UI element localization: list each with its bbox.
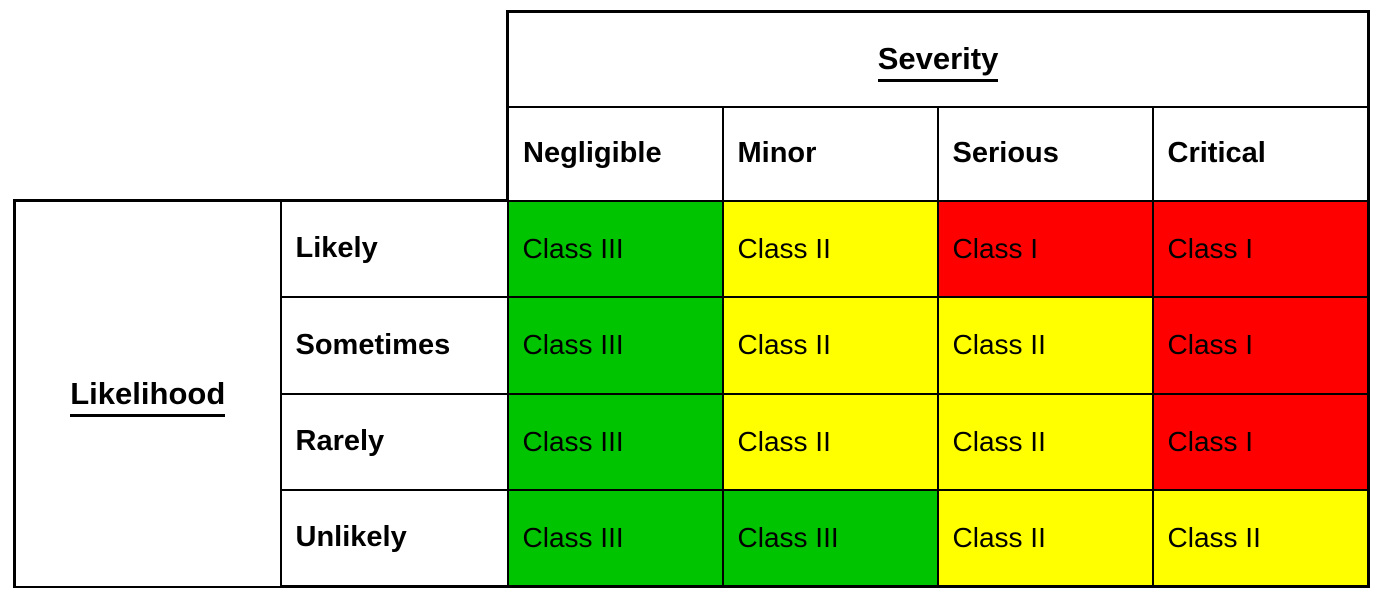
cell-unlikely-serious: Class II xyxy=(936,488,1154,588)
row-label-unlikely-text: Unlikely xyxy=(295,521,407,554)
header-serious-label: Serious xyxy=(952,137,1059,169)
severity-header-row: Negligible Minor Serious Critical xyxy=(15,105,1371,202)
cell-unlikely-negligible: Class III xyxy=(506,488,724,588)
likelihood-title: Likelihood xyxy=(70,375,226,417)
row-label-sometimes-text: Sometimes xyxy=(295,328,451,361)
row-unlikely: Unlikely Class III Class III Class II Cl… xyxy=(15,488,1371,588)
row-label-likely: Likely xyxy=(279,199,509,298)
cell-rarely-negligible: Class III xyxy=(506,392,724,491)
header-negligible: Negligible xyxy=(506,105,724,202)
cell-unlikely-minor: Class III xyxy=(721,488,939,588)
row-label-sometimes: Sometimes xyxy=(279,295,509,395)
cell-likely-negligible: Class III xyxy=(506,199,724,298)
header-negligible-label: Negligible xyxy=(523,137,662,169)
row-label-unlikely: Unlikely xyxy=(279,488,509,588)
row-sometimes: Sometimes Class III Class II Class II Cl… xyxy=(15,295,1371,395)
cell-sometimes-serious: Class II xyxy=(936,295,1154,395)
header-critical: Critical xyxy=(1151,105,1371,202)
likelihood-title-cell: Likelihood xyxy=(13,199,282,588)
cell-sometimes-negligible: Class III xyxy=(506,295,724,395)
cell-unlikely-critical: Class II xyxy=(1151,488,1371,588)
cell-rarely-serious: Class II xyxy=(936,392,1154,491)
risk-matrix-table: Severity Negligible Minor Serious Critic… xyxy=(13,10,1371,588)
cell-rarely-minor: Class II xyxy=(721,392,939,491)
header-serious: Serious xyxy=(936,105,1154,202)
cell-likely-critical: Class I xyxy=(1151,199,1371,298)
row-label-rarely-text: Rarely xyxy=(295,425,385,457)
cell-sometimes-critical: Class I xyxy=(1151,295,1371,395)
header-critical-label: Critical xyxy=(1167,137,1266,169)
severity-title-row: Severity xyxy=(15,10,1371,108)
row-label-rarely: Rarely xyxy=(279,392,509,491)
spacer-cell xyxy=(15,107,508,201)
cell-likely-serious: Class I xyxy=(936,199,1154,298)
severity-title-cell: Severity xyxy=(505,10,1371,108)
severity-title: Severity xyxy=(877,41,999,83)
spacer-cell xyxy=(15,12,508,107)
header-minor-label: Minor xyxy=(737,137,817,169)
row-rarely: Rarely Class III Class II Class II Class… xyxy=(15,392,1371,491)
cell-rarely-critical: Class I xyxy=(1151,392,1371,491)
row-likely: Likelihood Likely Class III Class II Cla… xyxy=(13,199,1371,588)
row-label-likely-text: Likely xyxy=(295,232,378,265)
cell-sometimes-minor: Class II xyxy=(721,295,939,395)
header-minor: Minor xyxy=(721,105,939,202)
cell-likely-minor: Class II xyxy=(721,199,939,298)
